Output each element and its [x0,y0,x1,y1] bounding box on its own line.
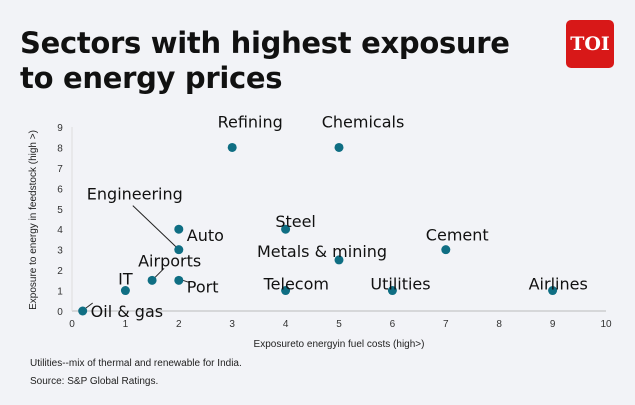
data-point [281,224,291,234]
y-tick-label: 7 [57,164,63,175]
point-label: Oil & gas [91,302,163,321]
x-tick-label: 8 [496,319,502,330]
x-tick-label: 7 [443,319,449,330]
point-label: Chemicals [322,112,405,131]
x-tick-label: 3 [229,319,235,330]
leader-line [182,279,189,283]
x-tick-label: 4 [283,319,289,330]
y-tick-label: 5 [57,205,63,216]
point-label: Cement [426,226,489,245]
data-point [78,306,88,316]
data-point [147,275,157,285]
data-point [441,245,451,255]
y-tick-label: 8 [57,143,63,154]
data-point [548,286,558,296]
data-point [120,286,130,296]
data-point [174,224,184,234]
leader-line [132,205,177,248]
x-tick-label: 2 [176,319,182,330]
x-tick-label: 5 [336,319,342,330]
point-label: Auto [187,226,224,245]
y-tick-label: 9 [57,123,63,134]
y-tick-label: 0 [57,307,63,318]
point-label: Port [187,277,219,296]
y-tick-label: 6 [57,184,63,195]
point-label: Telecom [263,275,329,294]
x-axis-label: Exposureto energyin fuel costs (high>) [254,339,425,350]
point-label: IT [118,270,133,289]
point-label: Refining [218,112,283,131]
data-point [227,142,237,152]
data-point [334,255,344,265]
x-tick-label: 10 [600,319,612,330]
x-tick-label: 9 [550,319,556,330]
data-point [281,286,291,296]
footnote: Utilities--mix of thermal and renewable … [30,358,242,369]
point-label: Airports [138,251,201,270]
point-label: Engineering [87,185,183,204]
x-tick-label: 1 [123,319,129,330]
toi-logo: TOI [566,20,614,68]
y-tick-label: 1 [57,287,63,298]
point-label: Metals & mining [257,242,387,261]
y-axis-label: Exposure to energy in feedstock (high >) [28,130,39,310]
x-tick-label: 0 [69,319,75,330]
point-label: Steel [275,212,316,231]
leader-line [154,267,165,278]
data-point [387,286,397,296]
data-point [174,275,184,285]
y-tick-label: 2 [57,266,63,277]
title-line-2: to energy prices [20,61,283,95]
y-tick-label: 3 [57,246,63,257]
point-label: Utilities [370,275,430,294]
y-tick-label: 4 [57,225,63,236]
title-line-1: Sectors with highest exposure [20,26,510,60]
data-point [334,142,344,152]
data-point [174,245,184,255]
chart-title: Sectors with highest exposure to energy … [20,26,510,96]
source-note: Source: S&P Global Ratings. [30,376,159,387]
x-tick-label: 6 [390,319,396,330]
point-label: Airlines [529,275,588,294]
